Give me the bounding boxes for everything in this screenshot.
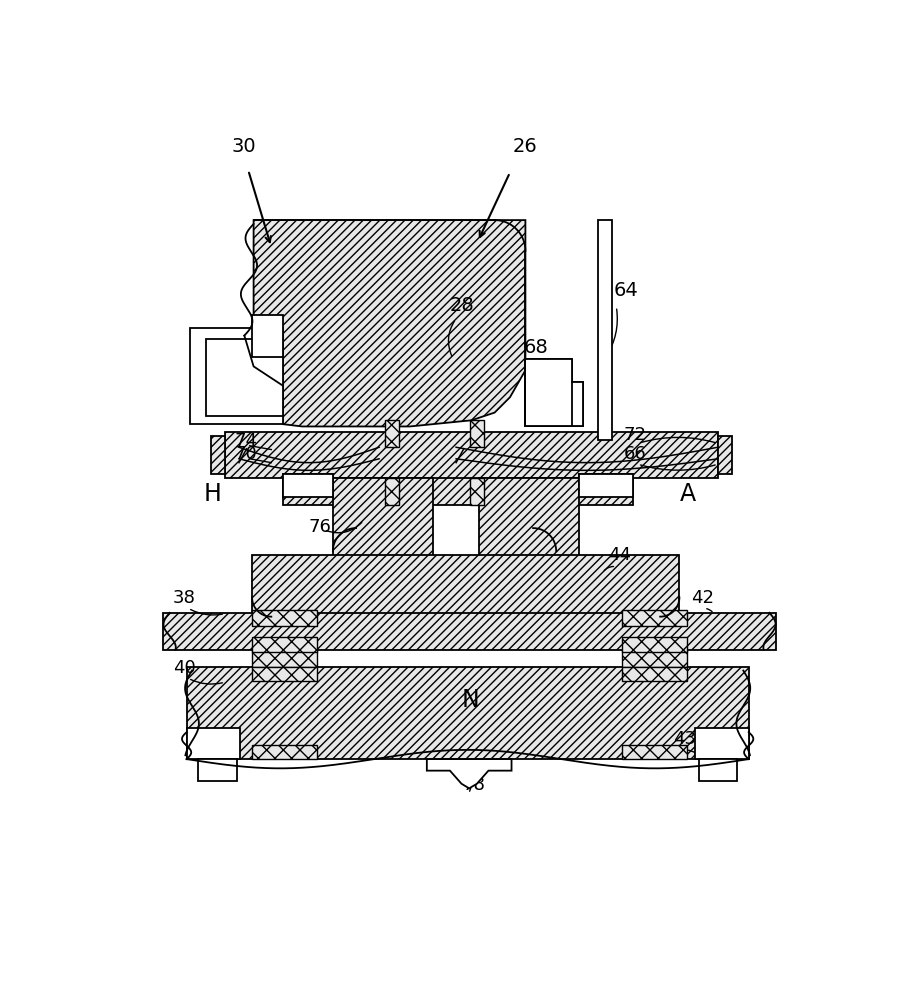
Text: 38: 38	[173, 589, 196, 607]
Bar	[206, 339, 282, 416]
Text: 64: 64	[613, 281, 638, 300]
Bar	[621, 745, 686, 759]
Text: 68: 68	[523, 338, 548, 357]
Bar	[187, 667, 748, 759]
Bar	[470, 478, 483, 505]
Text: 42: 42	[690, 589, 713, 607]
Text: 78: 78	[461, 776, 484, 794]
Bar	[252, 610, 317, 626]
Bar	[470, 420, 483, 447]
Bar	[621, 637, 686, 652]
Bar	[252, 555, 678, 617]
Bar	[198, 759, 236, 781]
Polygon shape	[426, 759, 511, 788]
Text: 26: 26	[512, 137, 537, 156]
Bar	[717, 436, 731, 474]
Bar	[282, 474, 333, 497]
Bar	[385, 420, 399, 447]
Bar	[190, 328, 282, 424]
Bar	[211, 436, 225, 474]
Bar	[252, 667, 317, 681]
Bar	[187, 728, 240, 759]
Text: 44: 44	[607, 546, 630, 564]
Bar	[698, 759, 736, 781]
Text: N: N	[461, 688, 479, 712]
Bar	[579, 474, 632, 486]
Bar	[282, 474, 632, 505]
Bar	[694, 728, 748, 759]
Bar	[479, 478, 579, 582]
Text: 28: 28	[449, 296, 474, 315]
Bar	[252, 315, 282, 357]
Text: 76: 76	[308, 518, 331, 536]
Text: 72: 72	[623, 426, 646, 444]
Text: A: A	[678, 482, 695, 506]
Bar	[621, 650, 686, 667]
Bar	[333, 478, 433, 582]
Bar	[571, 382, 583, 426]
Bar	[252, 745, 317, 759]
Bar	[621, 667, 686, 681]
Bar	[282, 474, 333, 486]
Bar	[225, 432, 717, 478]
Bar	[579, 474, 632, 497]
Bar	[252, 650, 317, 667]
Text: 30: 30	[231, 137, 255, 156]
Bar	[252, 637, 317, 652]
Text: 74: 74	[234, 432, 257, 450]
Bar	[597, 220, 611, 440]
Text: H: H	[203, 482, 221, 506]
Text: 43: 43	[673, 730, 696, 748]
Text: 40: 40	[173, 659, 195, 677]
Polygon shape	[254, 220, 525, 426]
Bar	[385, 478, 399, 505]
Text: 66: 66	[623, 445, 646, 463]
Bar	[164, 613, 775, 650]
Polygon shape	[525, 359, 583, 426]
Text: 43: 43	[197, 730, 220, 748]
Bar	[525, 359, 571, 426]
Bar	[621, 610, 686, 626]
Text: 70: 70	[234, 445, 256, 463]
